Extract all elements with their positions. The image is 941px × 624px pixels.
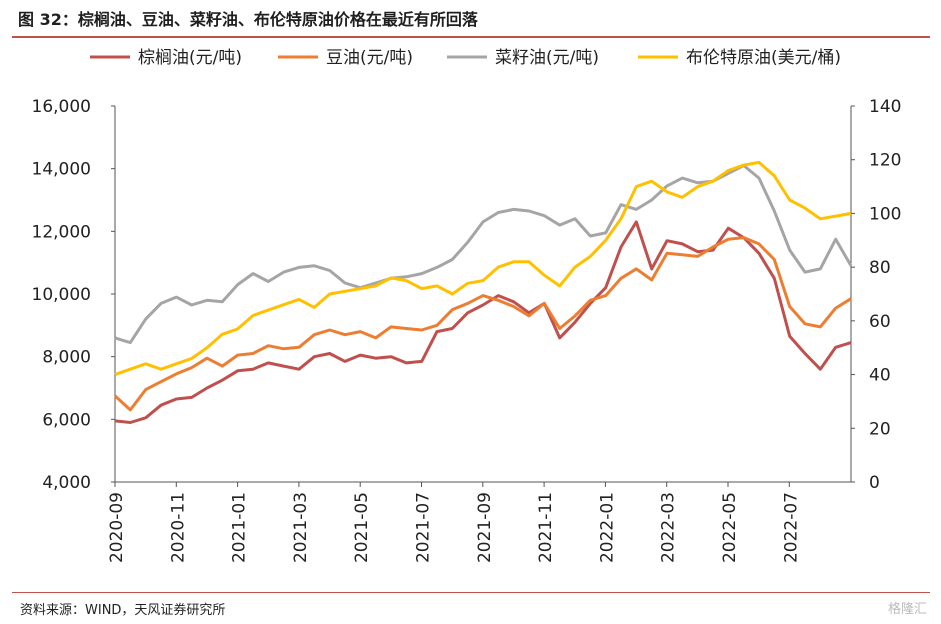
title-divider	[12, 36, 930, 38]
right-tick-label: 0	[869, 473, 880, 493]
x-tick-label: 2022-03	[659, 492, 679, 563]
x-tick-label: 2021-11	[536, 492, 556, 563]
series-line	[114, 220, 852, 424]
x-tick-label: 2020-09	[107, 492, 127, 563]
left-tick-label: 12,000	[32, 222, 91, 242]
left-tick-label: 16,000	[32, 97, 91, 117]
left-tick-label: 14,000	[32, 160, 91, 180]
legend-label: 菜籽油(元/吨)	[495, 48, 599, 68]
series-line	[114, 164, 853, 345]
source-note: 资料来源：WIND，天风证券研究所	[20, 603, 226, 618]
left-tick-label: 6,000	[42, 410, 91, 430]
figure-title: 图 32：棕榈油、豆油、菜籽油、布伦特原油价格在最近有所回落	[18, 10, 478, 29]
series-line	[113, 236, 852, 412]
x-tick-label: 2022-01	[597, 492, 617, 563]
x-tick-label: 2020-11	[168, 492, 188, 563]
x-tick-label: 2021-09	[475, 492, 495, 563]
right-tick-label: 120	[869, 151, 901, 171]
right-tick-label: 100	[869, 204, 901, 224]
left-tick-label: 8,000	[42, 348, 91, 368]
right-tick-label: 80	[869, 258, 891, 278]
right-tick-label: 40	[869, 366, 891, 386]
right-tick-label: 140	[869, 97, 901, 117]
x-tick-label: 2022-05	[720, 492, 740, 563]
series-line	[114, 160, 852, 377]
x-tick-label: 2021-01	[230, 492, 250, 563]
footer-divider	[12, 592, 930, 593]
x-tick-label: 2022-07	[781, 492, 801, 563]
legend-label: 棕榈油(元/吨)	[138, 48, 242, 68]
watermark-logo: 格隆汇	[887, 602, 927, 617]
x-tick-label: 2021-07	[414, 492, 434, 563]
legend-label: 布伦特原油(美元/桶)	[686, 48, 841, 68]
x-tick-label: 2021-03	[291, 492, 311, 563]
x-tick-label: 2021-05	[352, 492, 372, 563]
line-chart: 4,000 6,000 8,000 10,000 12,000 14,000 16,000 0…	[32, 48, 902, 563]
right-tick-label: 20	[869, 419, 891, 439]
left-tick-label: 10,000	[32, 285, 91, 305]
left-tick-label: 4,000	[42, 473, 91, 493]
legend-label: 豆油(元/吨)	[326, 48, 413, 68]
right-tick-label: 60	[869, 312, 891, 332]
